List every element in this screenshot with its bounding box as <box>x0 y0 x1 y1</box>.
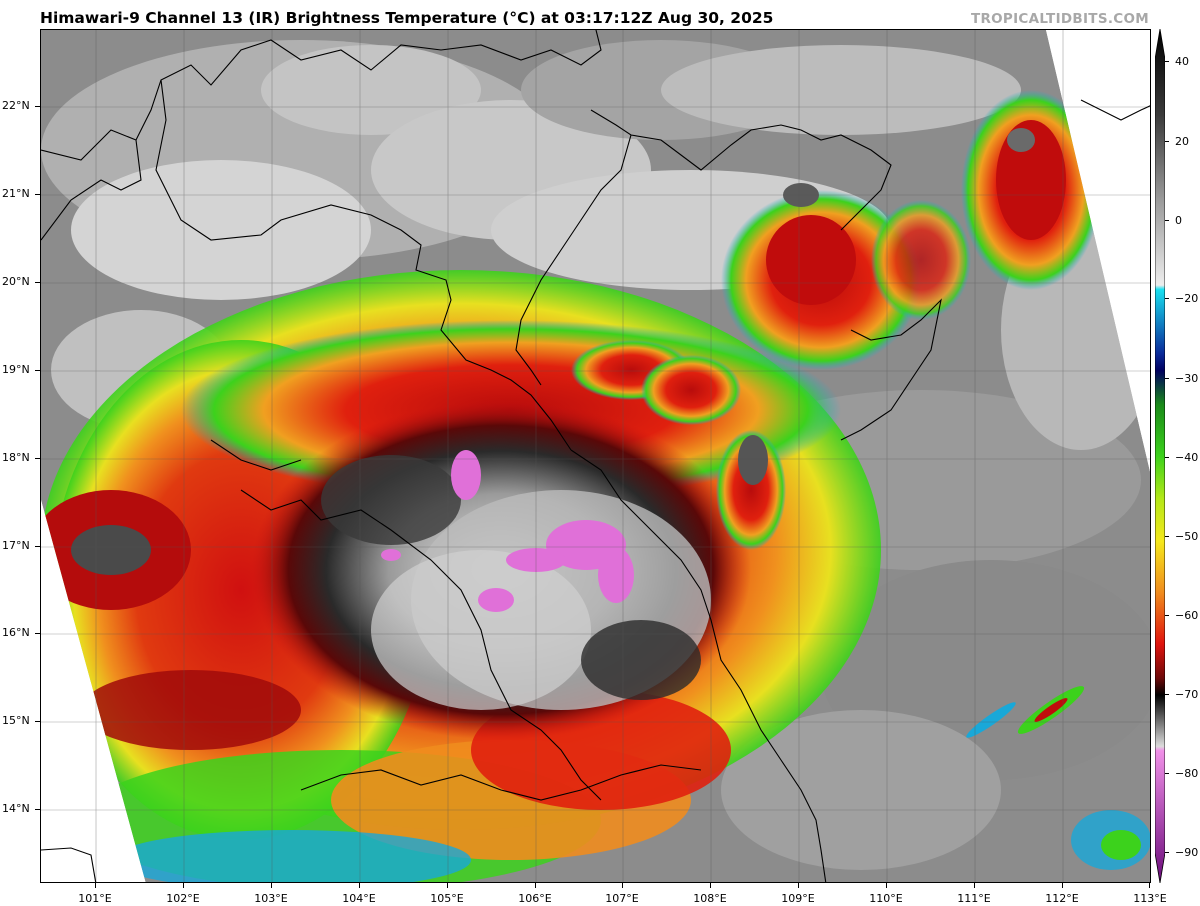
colorbar-tick <box>1165 536 1169 537</box>
lat-lon-grid <box>41 30 1150 882</box>
lat-label-15n: 15°N <box>2 714 30 727</box>
lon-label-101e: 101°E <box>78 892 112 905</box>
lon-tick <box>710 883 711 888</box>
colorbar-tick <box>1165 852 1169 853</box>
colorbar-tick <box>1165 141 1169 142</box>
colorbar-label-minus50: −50 <box>1175 530 1199 543</box>
lon-label-112e: 112°E <box>1045 892 1079 905</box>
colorbar-tick <box>1165 457 1169 458</box>
colorbar-label-minus20: −20 <box>1175 292 1199 305</box>
credit-watermark: TROPICALTIDBITS.COM <box>970 11 1149 27</box>
lat-tick <box>35 106 40 107</box>
satellite-map <box>40 29 1151 883</box>
ir-imagery <box>41 30 1150 882</box>
lon-tick <box>447 883 448 888</box>
colorbar-label-minus30: −30 <box>1175 372 1199 385</box>
colorbar-label-minus80: −80 <box>1175 767 1199 780</box>
lon-tick <box>1062 883 1063 888</box>
lon-tick <box>183 883 184 888</box>
colorbar-label-minus40: −40 <box>1175 451 1199 464</box>
lat-label-20n: 20°N <box>2 275 30 288</box>
coastlines-borders <box>41 30 1150 882</box>
colorbar <box>1155 29 1165 883</box>
lat-label-16n: 16°N <box>2 626 30 639</box>
lat-label-18n: 18°N <box>2 451 30 464</box>
lon-tick <box>359 883 360 888</box>
lon-label-106e: 106°E <box>518 892 552 905</box>
lat-tick <box>35 633 40 634</box>
lon-tick <box>886 883 887 888</box>
lon-label-109e: 109°E <box>781 892 815 905</box>
colorbar-tick <box>1165 298 1169 299</box>
colorbar-tick <box>1165 220 1169 221</box>
colorbar-label-minus70: −70 <box>1175 688 1199 701</box>
lon-tick <box>974 883 975 888</box>
lat-label-17n: 17°N <box>2 539 30 552</box>
lon-label-102e: 102°E <box>166 892 200 905</box>
lat-tick <box>35 721 40 722</box>
colorbar-label-minus60: −60 <box>1175 609 1199 622</box>
lon-tick <box>622 883 623 888</box>
lat-label-19n: 19°N <box>2 363 30 376</box>
lat-tick <box>35 809 40 810</box>
lon-tick <box>271 883 272 888</box>
colorbar-label-0: 0 <box>1175 214 1182 227</box>
lat-tick <box>35 458 40 459</box>
lon-label-111e: 111°E <box>957 892 991 905</box>
lon-label-110e: 110°E <box>869 892 903 905</box>
lat-label-22n: 22°N <box>2 99 30 112</box>
lat-label-14n: 14°N <box>2 802 30 815</box>
colorbar-tick <box>1165 615 1169 616</box>
lon-label-113e: 113°E <box>1133 892 1167 905</box>
lat-tick <box>35 546 40 547</box>
colorbar-label-20: 20 <box>1175 135 1189 148</box>
lon-label-108e: 108°E <box>693 892 727 905</box>
lon-tick <box>798 883 799 888</box>
colorbar-tick <box>1165 694 1169 695</box>
lat-tick <box>35 282 40 283</box>
lon-label-105e: 105°E <box>430 892 464 905</box>
lat-label-21n: 21°N <box>2 187 30 200</box>
map-title: Himawari-9 Channel 13 (IR) Brightness Te… <box>40 9 774 27</box>
colorbar-tick <box>1165 61 1169 62</box>
lon-label-103e: 103°E <box>254 892 288 905</box>
lon-tick <box>1149 883 1150 888</box>
colorbar-label-minus90: −90 <box>1175 846 1199 859</box>
colorbar-label-40: 40 <box>1175 55 1189 68</box>
lon-tick <box>95 883 96 888</box>
lon-label-107e: 107°E <box>605 892 639 905</box>
colorbar-tick <box>1165 378 1169 379</box>
lon-label-104e: 104°E <box>342 892 376 905</box>
colorbar-tick <box>1165 773 1169 774</box>
lat-tick <box>35 194 40 195</box>
lat-tick <box>35 370 40 371</box>
lon-tick <box>535 883 536 888</box>
